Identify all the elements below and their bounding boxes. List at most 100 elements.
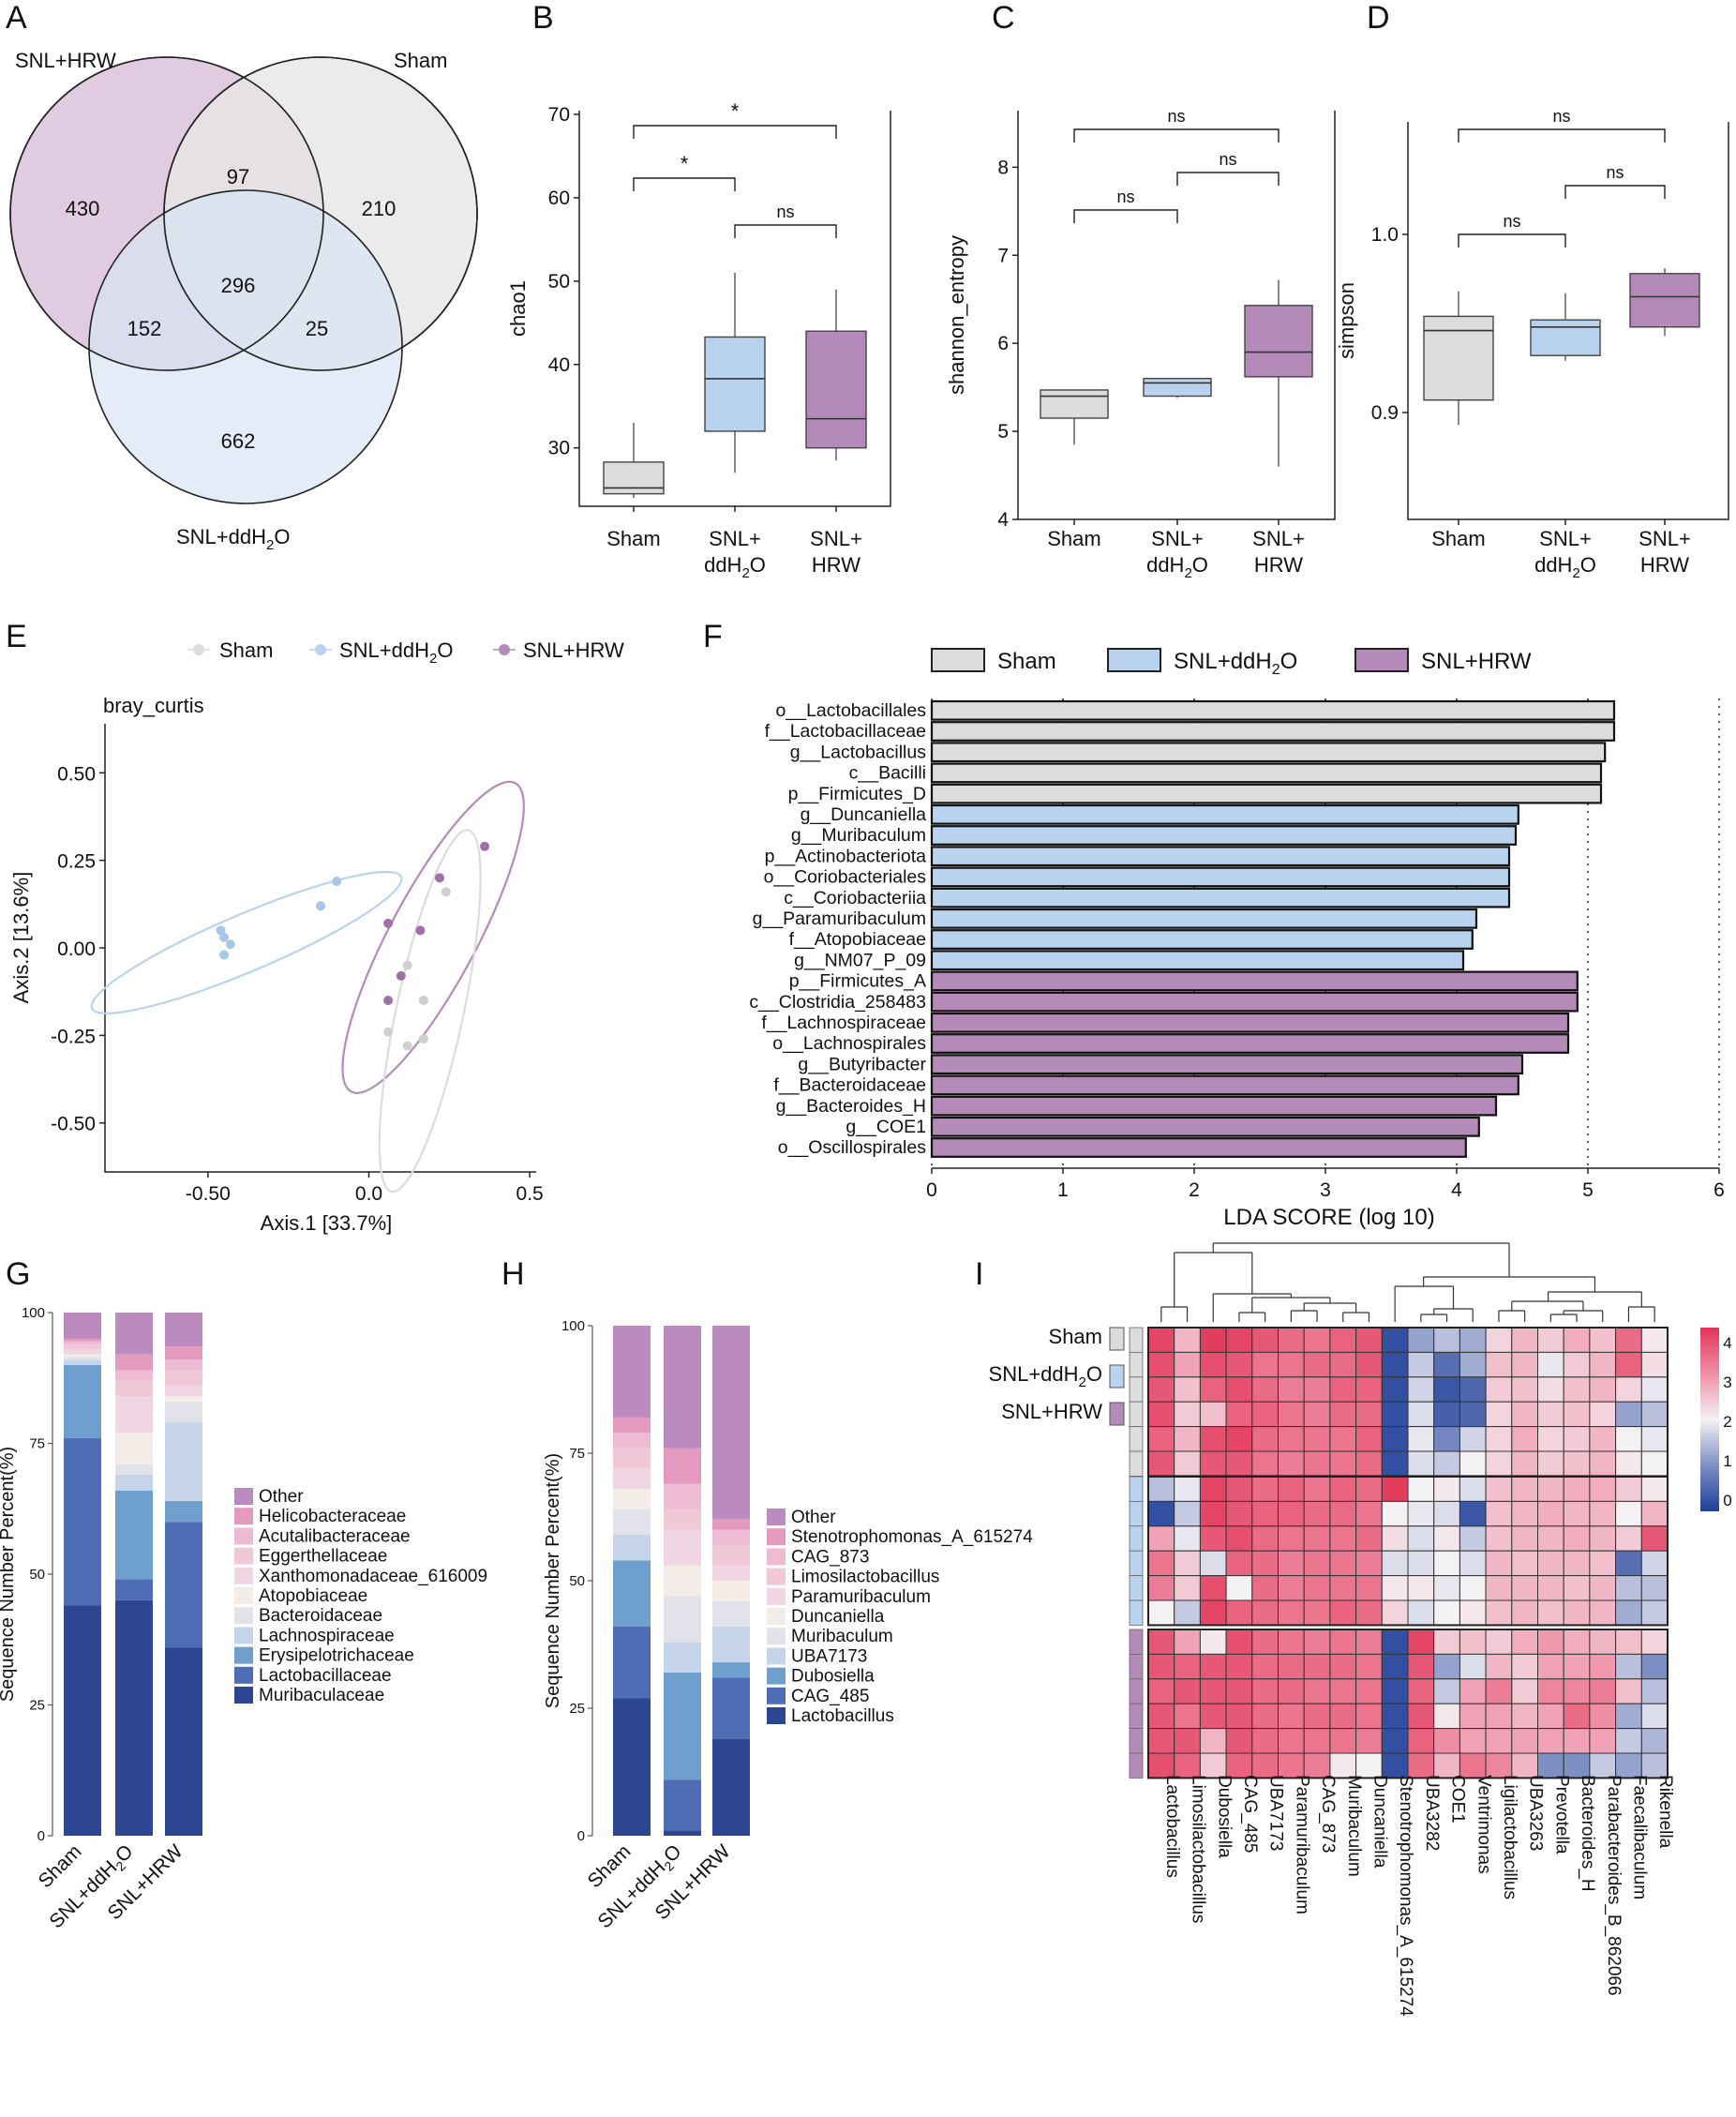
heatmap-cell bbox=[1537, 1575, 1564, 1601]
d-ylabel: simpson bbox=[1335, 282, 1358, 359]
row-annotation bbox=[1129, 1629, 1144, 1655]
heatmap-cell bbox=[1174, 1327, 1201, 1353]
lda-bar-label: g__Lactobacillus bbox=[790, 742, 927, 762]
stack-segment bbox=[165, 1346, 202, 1360]
c-categories: Sham SNL+ ddH2O SNL+ HRW bbox=[1047, 527, 1305, 581]
x-tick-label: 3 bbox=[1320, 1179, 1331, 1201]
stack-segment bbox=[664, 1672, 701, 1780]
stack-segment bbox=[115, 1313, 153, 1355]
heatmap-cell bbox=[1537, 1629, 1564, 1655]
heatmap-cell bbox=[1251, 1653, 1280, 1680]
legend-label: UBA7173 bbox=[791, 1646, 867, 1666]
heatmap-cell bbox=[1615, 1678, 1642, 1704]
point-ddh2o bbox=[332, 877, 342, 887]
heatmap-cell bbox=[1511, 1728, 1539, 1754]
heatmap-cell bbox=[1147, 1703, 1175, 1730]
lefse-legend-hrw: SNL+HRW bbox=[1421, 649, 1532, 674]
legend-label: Other bbox=[791, 1508, 836, 1527]
significance-bracket bbox=[1073, 209, 1178, 223]
heatmap-cell bbox=[1251, 1500, 1280, 1527]
colorbar-tick-label: 4 bbox=[1723, 1334, 1731, 1352]
heatmap-cell bbox=[1278, 1575, 1305, 1601]
panel-label-d: D bbox=[1367, 0, 1390, 36]
heatmap-cell bbox=[1407, 1351, 1435, 1378]
stack-segment bbox=[115, 1354, 153, 1371]
heatmap-cell bbox=[1563, 1728, 1591, 1754]
panel-label-e: E bbox=[6, 619, 27, 654]
legend-swatch bbox=[234, 1607, 253, 1625]
heatmap-cell bbox=[1459, 1575, 1487, 1601]
lda-bar bbox=[930, 887, 1511, 908]
venn-count-sham-only: 210 bbox=[362, 197, 397, 220]
significance-bracket bbox=[1564, 185, 1666, 199]
lda-bar bbox=[930, 1033, 1570, 1054]
venn-count-all: 296 bbox=[221, 274, 256, 297]
venn-count-hrw-dd: 152 bbox=[127, 317, 162, 340]
significance-label: ns bbox=[1503, 212, 1520, 231]
legend-swatch bbox=[767, 1608, 786, 1625]
lda-bar-label: p__Actinobacteriota bbox=[765, 846, 927, 866]
heatmap-cell bbox=[1278, 1678, 1305, 1704]
row-annotation bbox=[1129, 1678, 1144, 1704]
stack-segment bbox=[165, 1313, 202, 1347]
heatmap-cell bbox=[1355, 1653, 1383, 1680]
panel-label-i: I bbox=[975, 1256, 983, 1292]
heatmap-cell bbox=[1589, 1678, 1617, 1704]
point-sham bbox=[402, 960, 412, 970]
legend-label: Eggerthellaceae bbox=[259, 1547, 387, 1567]
heatmap-cell bbox=[1589, 1550, 1617, 1577]
heatmap-cell bbox=[1407, 1401, 1435, 1428]
heatmap-cell bbox=[1433, 1599, 1460, 1626]
row-annotation bbox=[1129, 1703, 1144, 1729]
stack-segment bbox=[64, 1344, 101, 1350]
heatmap-cell bbox=[1640, 1550, 1669, 1577]
y-tick-label: 25 bbox=[569, 1701, 585, 1717]
heatmap-column-label: Bacteroides_H bbox=[1578, 1775, 1597, 1892]
heatmap-cell bbox=[1199, 1351, 1227, 1378]
stack-segment bbox=[664, 1565, 701, 1597]
y-tick-label: 60 bbox=[548, 188, 570, 209]
heatmap-cell bbox=[1433, 1629, 1460, 1655]
heatmap-cell bbox=[1199, 1599, 1227, 1626]
heatmap-cell bbox=[1459, 1629, 1487, 1655]
legend-sham: Sham bbox=[219, 638, 273, 662]
heatmap-cell bbox=[1459, 1351, 1487, 1378]
heatmap-cell bbox=[1511, 1678, 1539, 1704]
significance-label: ns bbox=[1116, 188, 1134, 206]
heatmap-cell bbox=[1407, 1426, 1435, 1452]
heatmap-cell bbox=[1225, 1575, 1253, 1601]
c-cat-ddh2o: ddH2O bbox=[1146, 553, 1208, 581]
heatmap-cell bbox=[1355, 1678, 1383, 1704]
legend-swatch bbox=[234, 1587, 253, 1604]
y-tick-label: 75 bbox=[29, 1436, 45, 1452]
heatmap-cell bbox=[1433, 1525, 1460, 1552]
lda-bar bbox=[930, 991, 1579, 1013]
heatmap-cell bbox=[1459, 1653, 1487, 1680]
point-hrw bbox=[435, 873, 445, 883]
heatmap-cell bbox=[1511, 1500, 1539, 1527]
legend-label: Muribaculaceae bbox=[259, 1686, 384, 1705]
significance-label: ns bbox=[1219, 150, 1236, 169]
stack-segment bbox=[115, 1464, 153, 1475]
heatmap-cell bbox=[1329, 1500, 1357, 1527]
heatmap-cell bbox=[1537, 1550, 1564, 1577]
heatmap-cell bbox=[1537, 1703, 1564, 1730]
heatmap-cell bbox=[1640, 1351, 1669, 1378]
panel-label-f: F bbox=[703, 619, 723, 654]
heatmap-cell bbox=[1303, 1599, 1331, 1626]
y-tick-label: 0.25 bbox=[57, 851, 96, 873]
heatmap-cell bbox=[1329, 1525, 1357, 1552]
point-sham bbox=[418, 996, 428, 1006]
heatmap-cell bbox=[1537, 1525, 1564, 1552]
heatmap-cell bbox=[1537, 1500, 1564, 1527]
heatmap-cell bbox=[1147, 1500, 1175, 1527]
lda-bar bbox=[930, 1095, 1498, 1117]
lefse-legend: Sham SNL+ddH2O SNL+HRW bbox=[931, 648, 1532, 678]
heatmap-cell bbox=[1278, 1599, 1305, 1626]
heatmap-cell bbox=[1433, 1550, 1460, 1577]
y-tick-label: 50 bbox=[548, 271, 570, 293]
row-annotation bbox=[1129, 1599, 1144, 1626]
b-cat-ddh2o: ddH2O bbox=[704, 553, 766, 581]
heatmap-column-label: Muribaculum bbox=[1344, 1775, 1364, 1877]
